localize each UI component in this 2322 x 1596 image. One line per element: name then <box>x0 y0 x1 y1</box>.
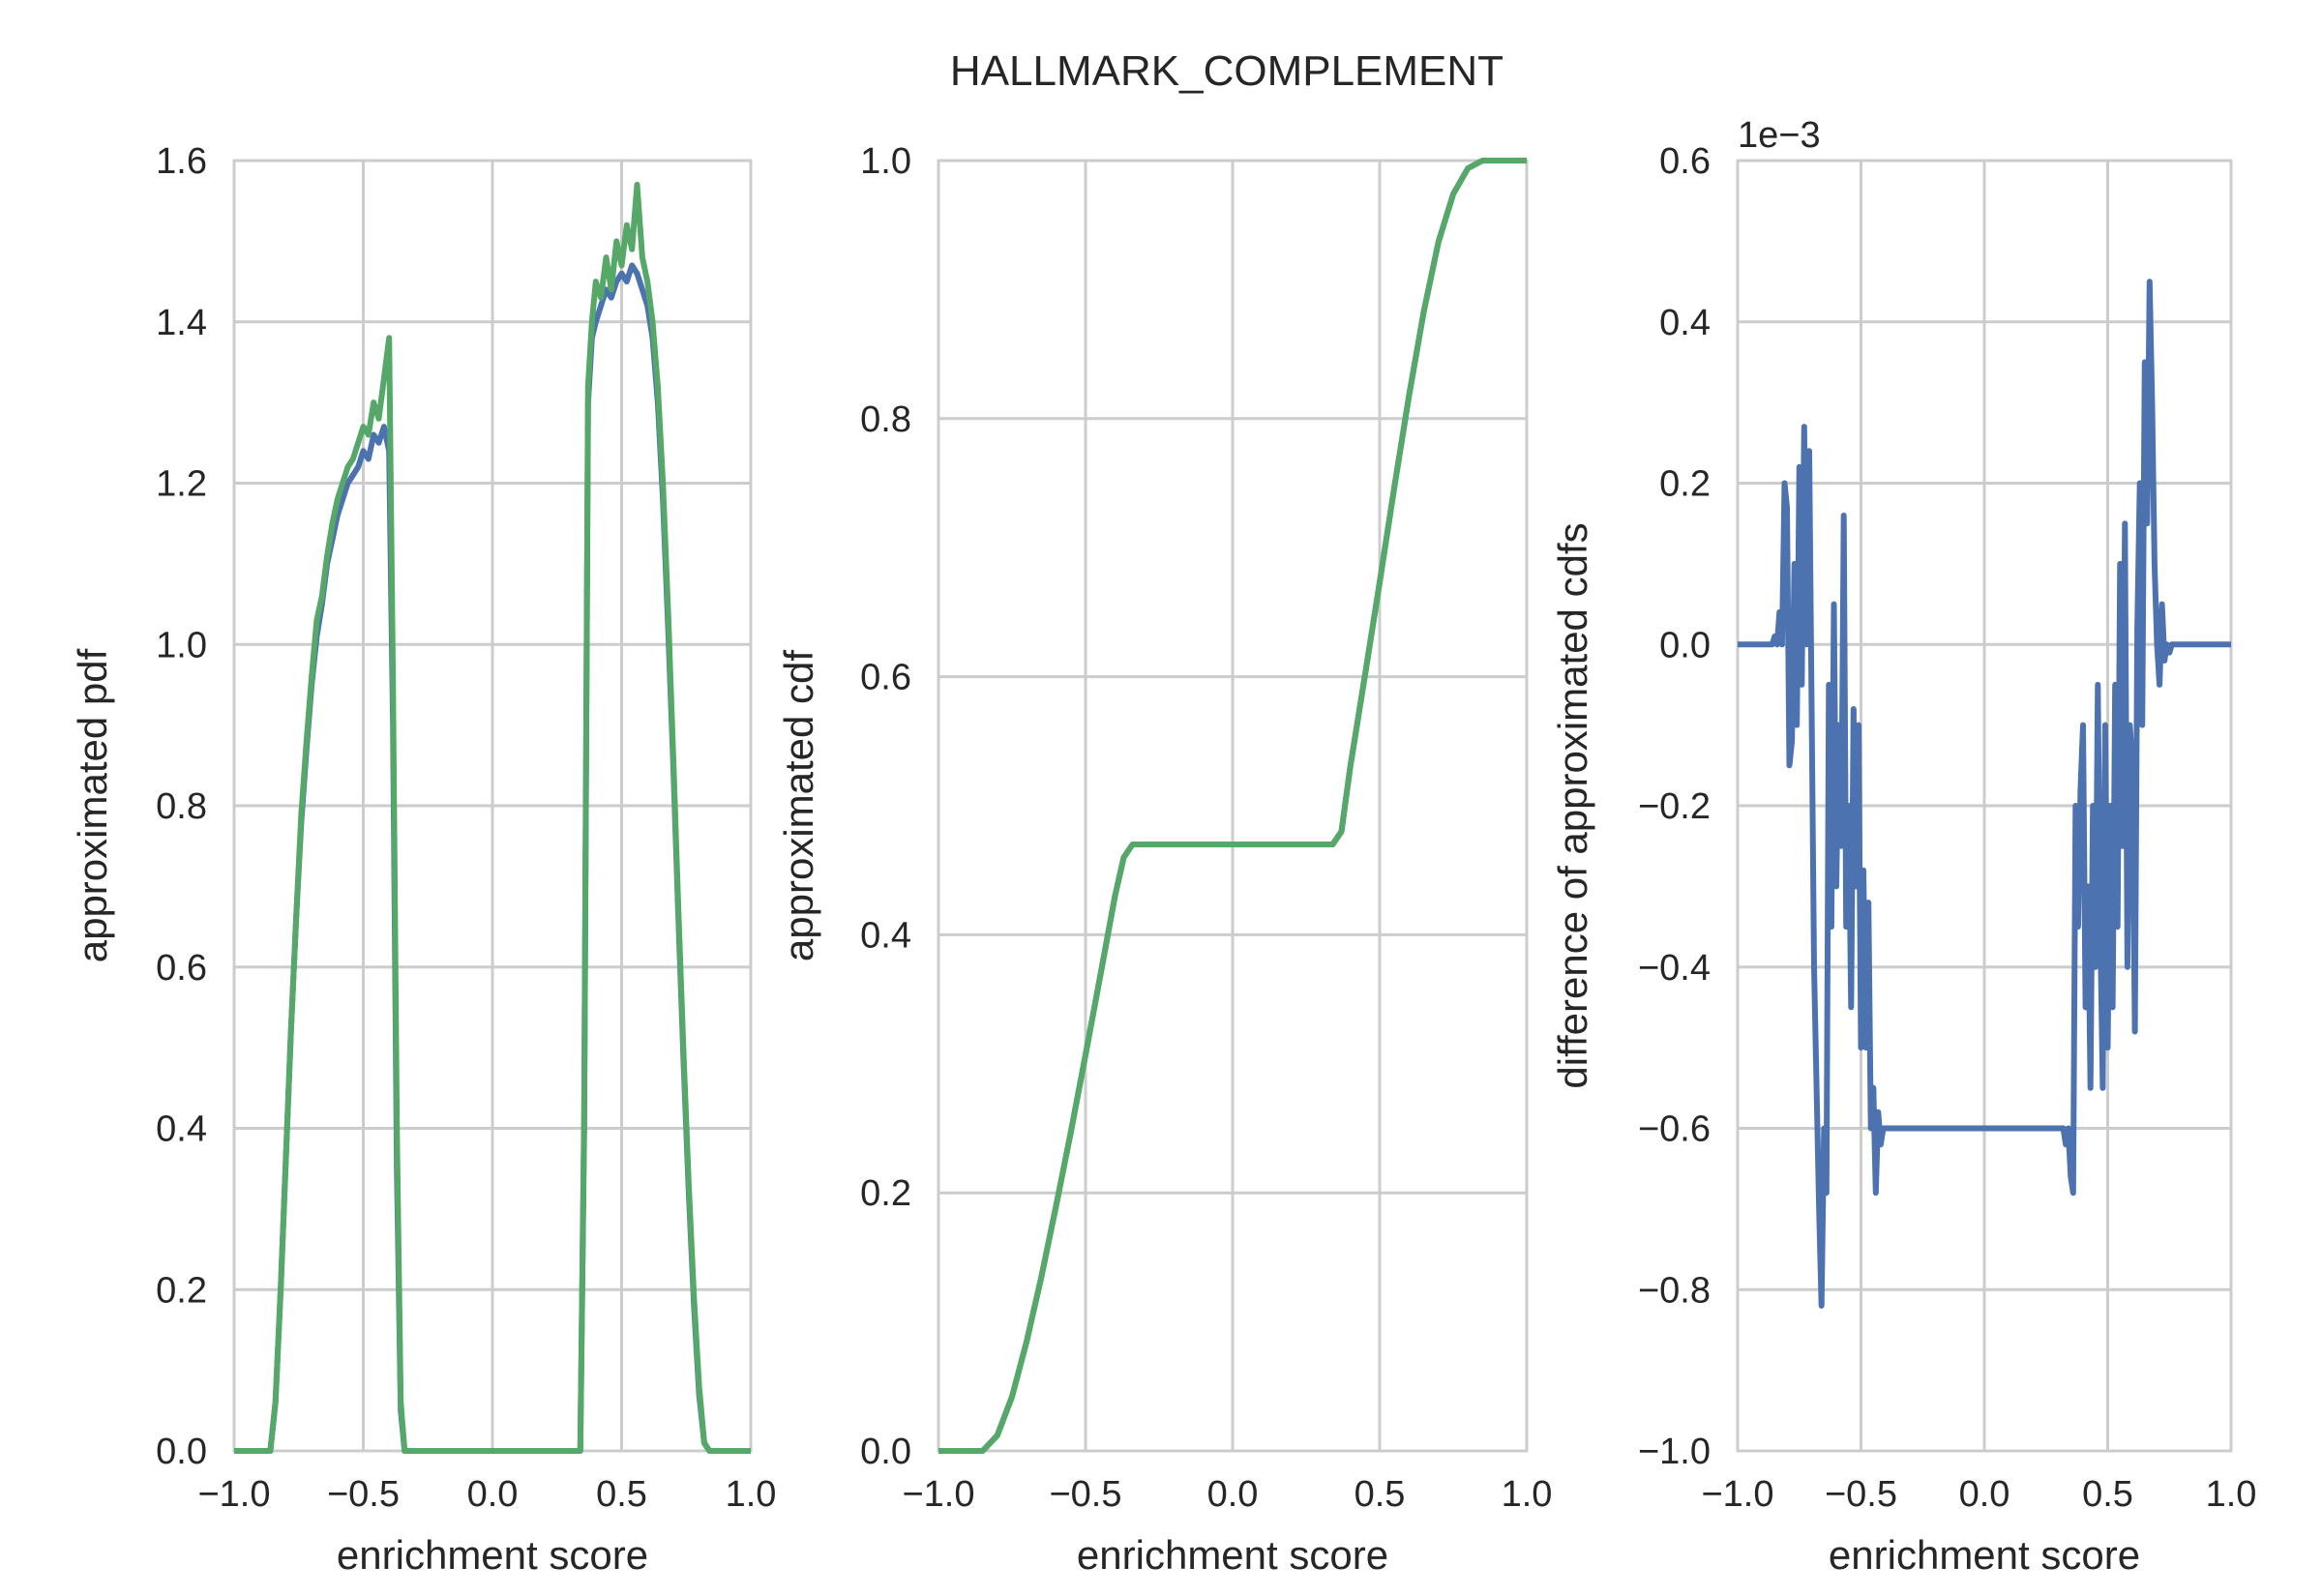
x-tick-label: 0.5 <box>596 1474 647 1515</box>
y-tick-label: 0.4 <box>860 915 911 956</box>
y-tick-label: −0.2 <box>1638 786 1711 827</box>
y-tick-label: −0.6 <box>1638 1109 1711 1150</box>
y-tick-label: 0.0 <box>1659 625 1711 665</box>
y-tick-label: 0.0 <box>860 1432 911 1472</box>
y-tick-label: 0.6 <box>1659 141 1711 182</box>
y-tick-label: 1.0 <box>156 625 207 665</box>
chart-panel-2: −1.0 −0.5 0.0 0.5 1.0 0.0 0.2 0.4 0.6 0.8 1.0 enric… <box>776 141 1552 1578</box>
y-tick-label: 1.0 <box>860 141 911 182</box>
y-tick-label: 0.2 <box>156 1270 207 1311</box>
figure-title: HALLMARK_COMPLEMENT <box>950 47 1503 95</box>
y-tick-label: 0.4 <box>156 1109 207 1150</box>
x-tick-label: −1.0 <box>197 1474 270 1515</box>
y-offset-label: 1e−3 <box>1738 115 1821 156</box>
x-tick-label: 0.0 <box>1207 1474 1259 1515</box>
x-axis-label: enrichment score <box>1077 1532 1388 1578</box>
x-tick-label: 0.0 <box>467 1474 519 1515</box>
plot-frame <box>1736 159 2233 1453</box>
y-tick-label: −0.8 <box>1638 1270 1711 1311</box>
x-tick-label: −0.5 <box>1825 1474 1897 1515</box>
y-axis-label: approximated pdf <box>70 648 115 962</box>
chart-panel-3: −1.0 −0.5 0.0 0.5 1.0 −1.0 −0.8 −0.6 −0.4 −0.2 0.0… <box>1550 115 2256 1578</box>
y-tick-label: −0.4 <box>1638 948 1711 989</box>
y-tick-label: 0.8 <box>156 786 207 827</box>
y-tick-label: 0.4 <box>1659 303 1711 343</box>
series-line-2 <box>938 158 1527 1454</box>
x-tick-label: −0.5 <box>1049 1474 1121 1515</box>
y-tick-label: 1.6 <box>156 141 207 182</box>
y-tick-label: 1.4 <box>156 303 207 343</box>
series-line-1 <box>1738 279 2231 1309</box>
x-tick-label: 0.0 <box>1959 1474 2010 1515</box>
y-tick-label: 0.0 <box>156 1432 207 1472</box>
x-tick-label: −1.0 <box>902 1474 974 1515</box>
x-tick-label: 0.5 <box>1354 1474 1406 1515</box>
y-tick-label: 1.2 <box>156 464 207 505</box>
series-line-2 <box>234 182 751 1454</box>
chart-panel-1: −1.0 −0.5 0.0 0.5 1.0 0.0 0.2 0.4 0.6 0.8 1.0 1.2 1.… <box>70 141 776 1578</box>
x-axis-label: enrichment score <box>337 1532 648 1578</box>
y-tick-label: 0.2 <box>860 1173 911 1214</box>
x-tick-label: 1.0 <box>2206 1474 2257 1515</box>
x-tick-label: 1.0 <box>726 1474 777 1515</box>
x-tick-label: 1.0 <box>1502 1474 1553 1515</box>
plot-frame <box>937 159 1529 1453</box>
x-tick-label: 0.5 <box>2082 1474 2133 1515</box>
charts-container: −1.0 −0.5 0.0 0.5 1.0 0.0 0.2 0.4 0.6 0.8 1.0 1.2 1.… <box>70 115 2256 1578</box>
y-tick-label: 0.8 <box>860 399 911 440</box>
x-tick-label: −0.5 <box>327 1474 400 1515</box>
x-tick-label: −1.0 <box>1701 1474 1773 1515</box>
y-axis-label: approximated cdf <box>776 650 821 962</box>
x-axis-label: enrichment score <box>1829 1532 2140 1578</box>
y-axis-label: difference of approximated cdfs <box>1550 522 1595 1088</box>
y-tick-label: 0.2 <box>1659 464 1711 505</box>
y-tick-label: 0.6 <box>860 658 911 698</box>
y-tick-label: 0.6 <box>156 948 207 989</box>
y-tick-label: −1.0 <box>1638 1432 1711 1472</box>
